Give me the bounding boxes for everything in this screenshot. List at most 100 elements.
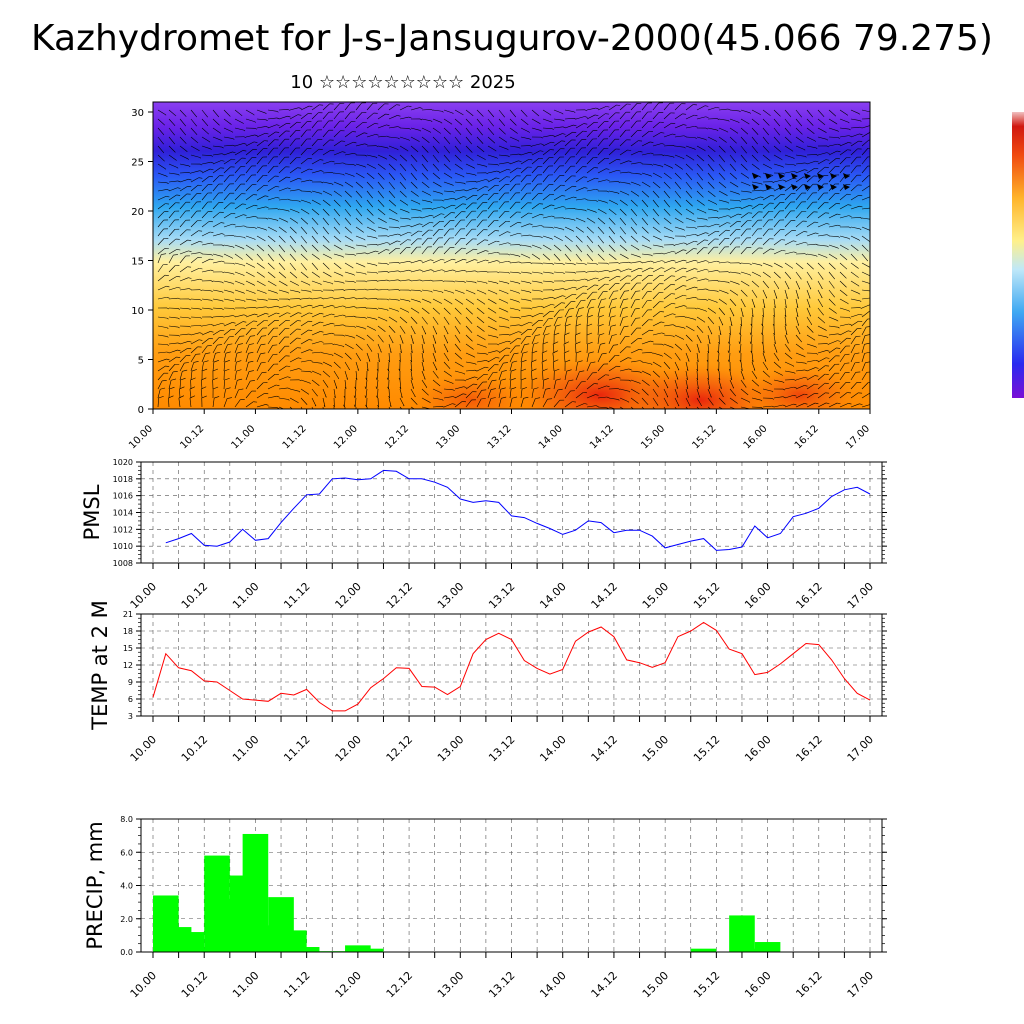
wind-barb	[346, 378, 348, 380]
wind-barb	[828, 203, 837, 210]
wind-barb	[322, 139, 330, 147]
wind-barb	[311, 148, 320, 156]
wind-barb	[733, 315, 735, 317]
wind-barb	[619, 103, 627, 111]
wind-barb	[806, 253, 816, 256]
wind-barb	[465, 343, 474, 350]
wind-barb	[784, 136, 792, 144]
wind-barb	[507, 242, 511, 244]
wind-barb	[512, 396, 518, 399]
wind-barb	[694, 114, 698, 117]
wind-barb	[399, 261, 409, 264]
y-tick-label: 1008	[113, 559, 133, 568]
wind-barb	[784, 394, 794, 399]
wind-barb	[617, 169, 621, 172]
wind-barb	[496, 343, 500, 346]
wind-barb	[388, 163, 396, 171]
x-tick-label: 14.12	[588, 423, 616, 451]
wind-barb	[408, 128, 411, 130]
wind-barb	[671, 122, 676, 124]
wind-barb	[190, 298, 200, 300]
wind-barb	[531, 389, 534, 399]
x-tick-label: 12.00	[332, 423, 360, 451]
wind-barb	[452, 184, 454, 187]
wind-barb	[408, 261, 412, 263]
wind-barb	[509, 353, 515, 363]
wind-barb	[267, 312, 277, 318]
wind-barb	[584, 109, 588, 112]
wind-barb	[597, 244, 604, 253]
wind-barb	[707, 260, 717, 264]
wind-barb	[630, 151, 640, 156]
wind-barb	[652, 292, 660, 300]
wind-barb	[660, 239, 663, 241]
wind-barb	[377, 334, 384, 343]
wind-barb	[205, 352, 211, 354]
wind-barb	[784, 280, 790, 290]
wind-barb	[784, 163, 794, 166]
wind-barb	[837, 224, 841, 227]
wind-barb	[322, 271, 331, 277]
wind-barb	[388, 334, 394, 344]
wind-barb	[166, 189, 170, 191]
wind-barb	[333, 352, 343, 358]
wind-barb	[487, 185, 496, 192]
wind-barb	[308, 312, 313, 314]
wind-barb	[740, 370, 745, 380]
wind-barb	[331, 343, 335, 346]
wind-barb	[421, 238, 429, 246]
wind-barb	[210, 280, 214, 282]
wind-barb	[540, 290, 543, 293]
wind-barb	[462, 366, 464, 368]
wind-barb	[718, 316, 724, 326]
wind-barb	[188, 250, 192, 252]
wind-barb	[179, 127, 186, 136]
wind-barb	[421, 154, 428, 163]
wind-barb	[366, 250, 376, 255]
wind-barb	[322, 397, 326, 407]
wind-barb	[267, 156, 274, 165]
wind-barb	[331, 313, 335, 316]
wind-barb	[168, 297, 178, 300]
wind-barb	[716, 223, 720, 226]
wind-barb	[399, 269, 409, 273]
wind-barb	[608, 148, 616, 156]
wind-barb	[355, 307, 366, 309]
wind-barb	[707, 127, 717, 131]
wind-barb	[630, 349, 640, 354]
wind-barb	[864, 342, 870, 345]
wind-barb	[613, 344, 619, 346]
wind-barb	[542, 149, 551, 156]
wind-barb	[476, 271, 486, 273]
wind-barb	[630, 130, 638, 138]
wind-barb	[443, 220, 451, 228]
wind-barb	[212, 233, 222, 237]
wind-barb	[190, 170, 200, 174]
wind-barb	[243, 284, 245, 286]
wind-barb	[476, 219, 483, 228]
wind-barb	[314, 414, 315, 415]
wind-barb	[575, 341, 581, 345]
wind-barb	[311, 406, 313, 409]
wind-barb	[333, 190, 342, 197]
wind-barb	[672, 145, 676, 147]
wind-barb	[278, 176, 287, 183]
wind-barb	[850, 184, 858, 192]
wind-barb	[410, 343, 413, 353]
wind-barb	[806, 367, 816, 372]
y-tick-label: 6	[128, 695, 133, 704]
wind-barb	[210, 324, 214, 326]
wind-barb	[311, 208, 320, 215]
wind-barb	[542, 380, 545, 390]
wind-barb	[529, 145, 533, 147]
wind-barb	[399, 145, 408, 151]
wind-barb	[198, 150, 200, 152]
wind-barb	[430, 279, 434, 282]
wind-barb	[837, 236, 840, 238]
wind-barb	[408, 232, 412, 234]
wind-barb	[597, 299, 602, 309]
wind-barb	[630, 370, 640, 373]
wind-barb	[804, 362, 807, 365]
wind-barb	[221, 315, 225, 318]
wind-barb	[509, 289, 519, 294]
